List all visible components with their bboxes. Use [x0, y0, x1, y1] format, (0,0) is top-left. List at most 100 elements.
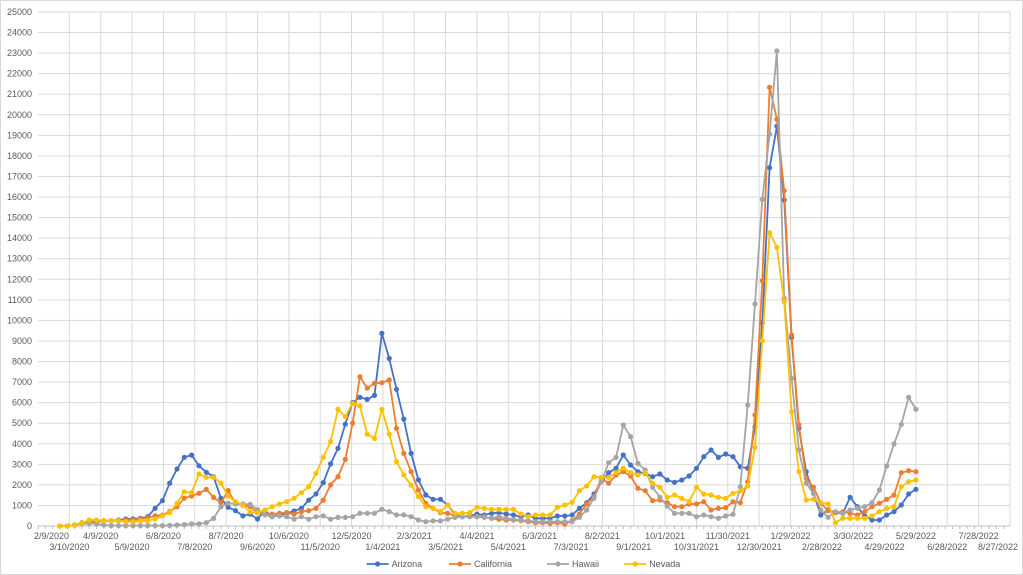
data-point-hawaii — [328, 516, 334, 522]
data-point-hawaii — [730, 511, 736, 517]
data-point-nevada — [152, 516, 158, 522]
y-tick-label: 8000 — [12, 357, 32, 367]
data-point-hawaii — [174, 522, 180, 528]
data-point-nevada — [554, 504, 561, 510]
data-point-arizona — [415, 477, 421, 483]
data-point-california — [408, 469, 414, 475]
data-point-california — [218, 500, 224, 506]
data-point-arizona — [196, 463, 202, 469]
data-point-nevada — [298, 490, 304, 496]
y-tick-label: 19000 — [7, 130, 32, 140]
x-tick-label: 12/30/2021 — [737, 542, 782, 552]
data-point-hawaii — [862, 504, 868, 510]
data-point-nevada — [510, 506, 517, 512]
data-point-nevada — [489, 506, 495, 512]
y-tick-label: 6000 — [12, 398, 32, 408]
data-point-hawaii — [108, 523, 114, 529]
data-point-california — [671, 504, 678, 510]
data-point-hawaii — [832, 509, 839, 515]
data-point-arizona — [167, 480, 173, 486]
data-point-nevada — [906, 479, 912, 485]
data-point-california — [342, 456, 348, 462]
data-point-nevada — [481, 505, 487, 511]
legend-label: Nevada — [649, 559, 680, 569]
data-point-nevada — [379, 406, 385, 412]
y-tick-label: 12000 — [7, 274, 32, 284]
data-point-nevada — [620, 465, 626, 471]
data-point-nevada — [884, 505, 890, 511]
data-point-hawaii — [715, 515, 722, 521]
data-point-nevada — [737, 488, 743, 494]
x-tick-label: 9/1/2021 — [616, 542, 651, 552]
data-point-nevada — [715, 494, 722, 500]
data-point-nevada — [898, 484, 904, 490]
data-point-nevada — [401, 472, 407, 478]
data-point-nevada — [108, 518, 114, 524]
series-line-arizona — [59, 125, 917, 527]
data-point-hawaii — [123, 523, 129, 529]
data-point-nevada — [115, 518, 122, 524]
x-tick-label: 2/28/2022 — [802, 542, 842, 552]
data-point-california — [350, 420, 356, 426]
y-tick-label: 18000 — [7, 151, 32, 161]
x-tick-label: 12/5/2020 — [332, 531, 372, 541]
data-point-arizona — [342, 421, 348, 427]
data-point-nevada — [159, 513, 165, 519]
x-tick-label: 2/9/2020 — [34, 531, 69, 541]
data-point-arizona — [503, 511, 509, 517]
data-point-hawaii — [415, 517, 421, 523]
data-point-hawaii — [693, 514, 700, 520]
x-tick-label: 11/5/2020 — [301, 542, 340, 552]
data-point-nevada — [130, 519, 136, 525]
data-point-california — [796, 422, 802, 428]
data-point-hawaii — [137, 523, 143, 529]
data-point-nevada — [101, 518, 107, 524]
data-point-hawaii — [913, 406, 919, 412]
data-point-hawaii — [671, 510, 678, 516]
data-point-arizona — [671, 479, 678, 485]
gridlines — [38, 11, 1011, 526]
data-point-hawaii — [196, 521, 202, 527]
data-point-hawaii — [298, 514, 304, 520]
data-point-arizona — [569, 512, 575, 518]
data-point-hawaii — [452, 514, 458, 521]
data-point-nevada — [64, 523, 70, 529]
y-tick-label: 0 — [27, 521, 32, 531]
y-tick-label: 15000 — [7, 213, 32, 223]
data-point-nevada — [650, 480, 656, 486]
data-point-arizona — [174, 466, 180, 472]
data-point-hawaii — [364, 510, 370, 516]
data-point-arizona — [320, 480, 326, 486]
data-point-california — [913, 469, 919, 475]
legend-item-hawaii: Hawaii — [547, 559, 599, 569]
data-point-hawaii — [503, 515, 509, 521]
data-point-california — [737, 500, 743, 506]
data-point-hawaii — [320, 513, 326, 519]
data-point-hawaii — [620, 422, 626, 428]
y-tick-label: 9000 — [12, 336, 32, 346]
data-point-nevada — [496, 506, 502, 512]
data-point-nevada — [350, 400, 356, 406]
y-tick-label: 4000 — [12, 439, 32, 449]
data-point-nevada — [306, 484, 312, 490]
y-tick-label: 23000 — [7, 48, 32, 58]
data-point-california — [606, 480, 612, 486]
data-point-california — [211, 494, 217, 500]
data-point-california — [715, 505, 722, 511]
data-point-nevada — [642, 470, 648, 476]
data-point-arizona — [189, 452, 195, 458]
data-point-nevada — [701, 491, 707, 497]
data-point-arizona — [306, 497, 312, 503]
legend-marker-icon — [632, 561, 638, 567]
series-line-california — [59, 86, 917, 527]
data-point-nevada — [86, 517, 92, 523]
data-point-hawaii — [474, 514, 480, 520]
data-point-hawaii — [664, 503, 670, 509]
data-point-nevada — [803, 497, 809, 503]
data-point-arizona — [364, 396, 370, 402]
y-tick-label: 1000 — [12, 500, 32, 510]
y-tick-label: 7000 — [12, 377, 32, 387]
data-point-hawaii — [203, 520, 209, 526]
data-point-arizona — [913, 486, 919, 492]
legend: Arizona California Hawaii Nevada — [366, 559, 680, 569]
